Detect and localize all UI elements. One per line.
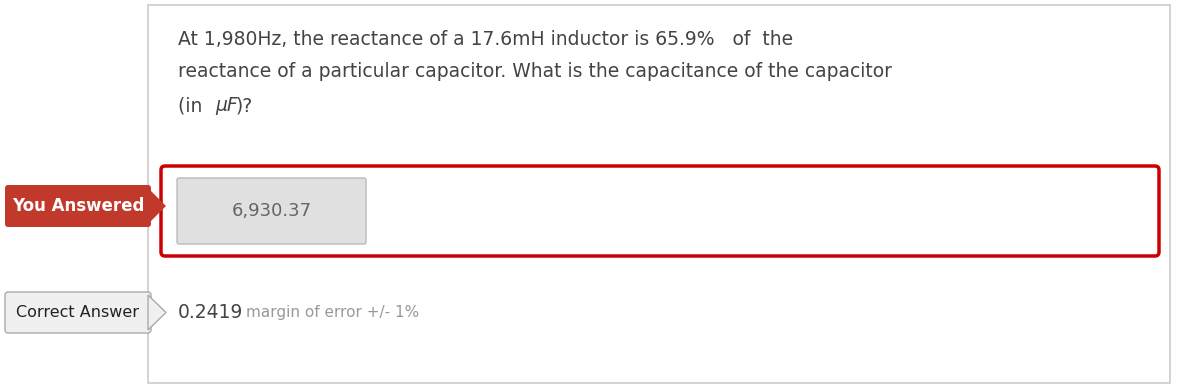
Text: reactance of a particular capacitor. What is the capacitance of the capacitor: reactance of a particular capacitor. Wha… <box>178 62 892 81</box>
Polygon shape <box>148 188 166 224</box>
FancyBboxPatch shape <box>5 292 151 333</box>
FancyBboxPatch shape <box>5 185 151 227</box>
Polygon shape <box>148 295 166 330</box>
Text: Correct Answer: Correct Answer <box>17 305 139 320</box>
Text: 6,930.37: 6,930.37 <box>232 202 312 220</box>
Text: margin of error +/- 1%: margin of error +/- 1% <box>246 305 419 320</box>
Text: At 1,980Hz, the reactance of a 17.6mH inductor is 65.9%   of  the: At 1,980Hz, the reactance of a 17.6mH in… <box>178 30 793 49</box>
Text: μF: μF <box>215 96 238 115</box>
FancyBboxPatch shape <box>161 166 1159 256</box>
FancyBboxPatch shape <box>148 5 1170 383</box>
Text: You Answered: You Answered <box>12 197 144 215</box>
FancyBboxPatch shape <box>178 178 366 244</box>
Text: )?: )? <box>236 96 253 115</box>
Text: 0.2419: 0.2419 <box>178 303 244 322</box>
Text: (in: (in <box>178 96 215 115</box>
